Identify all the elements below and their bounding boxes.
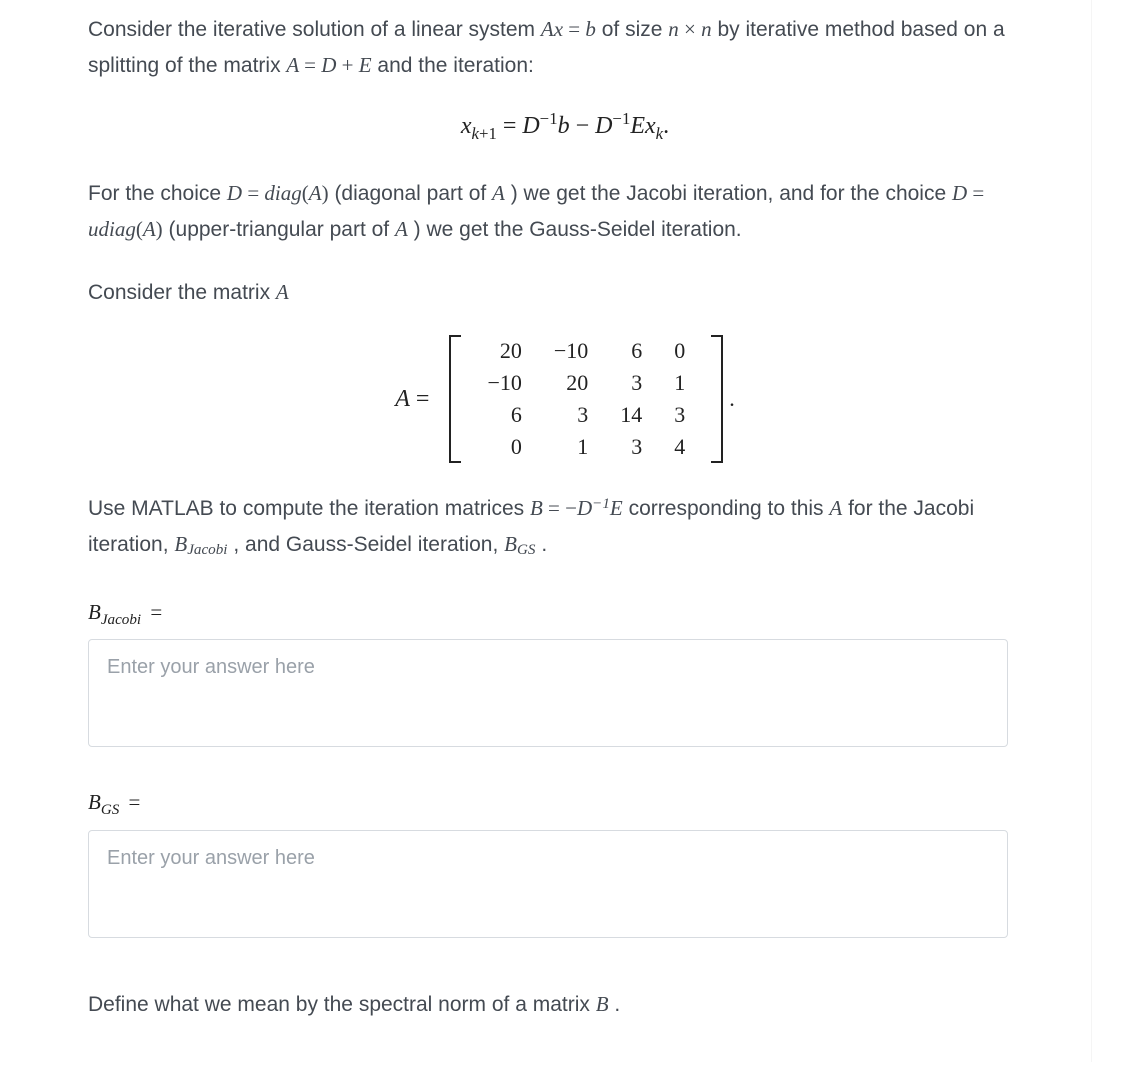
text-fragment: .: [541, 533, 547, 556]
matrix-row: 6 3 14 3: [471, 399, 701, 431]
math-A-3: A: [276, 280, 289, 304]
matrix-cell: 1: [658, 367, 701, 399]
text-fragment: Use MATLAB to compute the iteration matr…: [88, 497, 530, 520]
matrix-table: 20 −10 6 0 −10 20 3 1 6 3 14 3: [471, 335, 701, 463]
matrix-label: A=: [395, 386, 435, 413]
matrix-cell: −10: [538, 335, 604, 367]
matrix-cell: 6: [471, 399, 537, 431]
matrix-cell: 4: [658, 431, 701, 463]
text-fragment: (diagonal part of: [334, 182, 492, 205]
matrix-row: 0 1 3 4: [471, 431, 701, 463]
matrix-cell: 3: [658, 399, 701, 431]
paragraph-intro: Consider the iterative solution of a lin…: [88, 12, 1042, 83]
math-A: A: [492, 181, 505, 205]
text-fragment: Consider the matrix: [88, 281, 276, 304]
math-B: B: [596, 992, 609, 1016]
matrix-cell: 20: [471, 335, 537, 367]
matrix-cell: 20: [538, 367, 604, 399]
math-Bjacobi-inline: BJacobi: [174, 532, 227, 556]
matrix-A-display: A= 20 −10 6 0 −10 20 3 1 6 3: [88, 335, 1042, 463]
text-fragment: For the choice: [88, 182, 227, 205]
text-fragment: and the iteration:: [377, 54, 533, 77]
matrix-cell: 3: [604, 431, 658, 463]
question-page: Consider the iterative solution of a lin…: [0, 0, 1122, 1062]
math-A-4: A: [829, 496, 842, 520]
matrix-cell: −10: [471, 367, 537, 399]
matrix-cell: 6: [604, 335, 658, 367]
math-D-diag: D = diag(A): [227, 181, 329, 205]
bracket-right: [711, 335, 723, 463]
text-fragment: corresponding to this: [629, 497, 830, 520]
matrix-trailing-period: .: [729, 386, 735, 412]
iteration-equation: xk+1 = D−1b − D−1Exk.: [88, 109, 1042, 144]
paragraph-spectral-norm: Define what we mean by the spectral norm…: [88, 987, 1042, 1023]
paragraph-consider-matrix: Consider the matrix A: [88, 275, 1042, 311]
matrix-cell: 0: [658, 335, 701, 367]
paragraph-choices: For the choice D = diag(A) (diagonal par…: [88, 176, 1042, 247]
matrix-cell: 1: [538, 431, 604, 463]
math-n-by-n: n × n: [668, 17, 711, 41]
answer-input-bjacobi[interactable]: [88, 639, 1008, 747]
text-fragment: ) we get the Jacobi iteration, and for t…: [511, 182, 952, 205]
text-fragment: (upper-triangular part of: [169, 218, 395, 241]
matrix-row: −10 20 3 1: [471, 367, 701, 399]
matrix-cell: 3: [604, 367, 658, 399]
paragraph-use-matlab: Use MATLAB to compute the iteration matr…: [88, 491, 1042, 562]
math-B-eq: B = −D−1E: [530, 496, 623, 520]
matrix-cell: 3: [538, 399, 604, 431]
math-BGS-inline: BGS: [504, 532, 535, 556]
matrix-row: 20 −10 6 0: [471, 335, 701, 367]
text-fragment: of size: [602, 18, 669, 41]
text-fragment: , and Gauss-Seidel iteration,: [233, 533, 504, 556]
math-A-2: A: [395, 217, 408, 241]
math-Ax-eq-b: Ax = b: [541, 17, 596, 41]
right-edge-shadow: [1091, 0, 1092, 1062]
text-fragment: Define what we mean by the spectral norm…: [88, 993, 596, 1016]
label-bgs: BGS =: [88, 790, 1042, 819]
text-fragment: Consider the iterative solution of a lin…: [88, 18, 541, 41]
label-bjacobi: BJacobi =: [88, 600, 1042, 629]
text-fragment: .: [614, 993, 620, 1016]
matrix-cell: 14: [604, 399, 658, 431]
answer-input-bgs[interactable]: [88, 830, 1008, 938]
matrix-cell: 0: [471, 431, 537, 463]
math-A-eq-DplusE: A = D + E: [286, 53, 371, 77]
bracket-left: [449, 335, 461, 463]
text-fragment: ) we get the Gauss-Seidel iteration.: [414, 218, 742, 241]
matrix-bracket: 20 −10 6 0 −10 20 3 1 6 3 14 3: [449, 335, 723, 463]
